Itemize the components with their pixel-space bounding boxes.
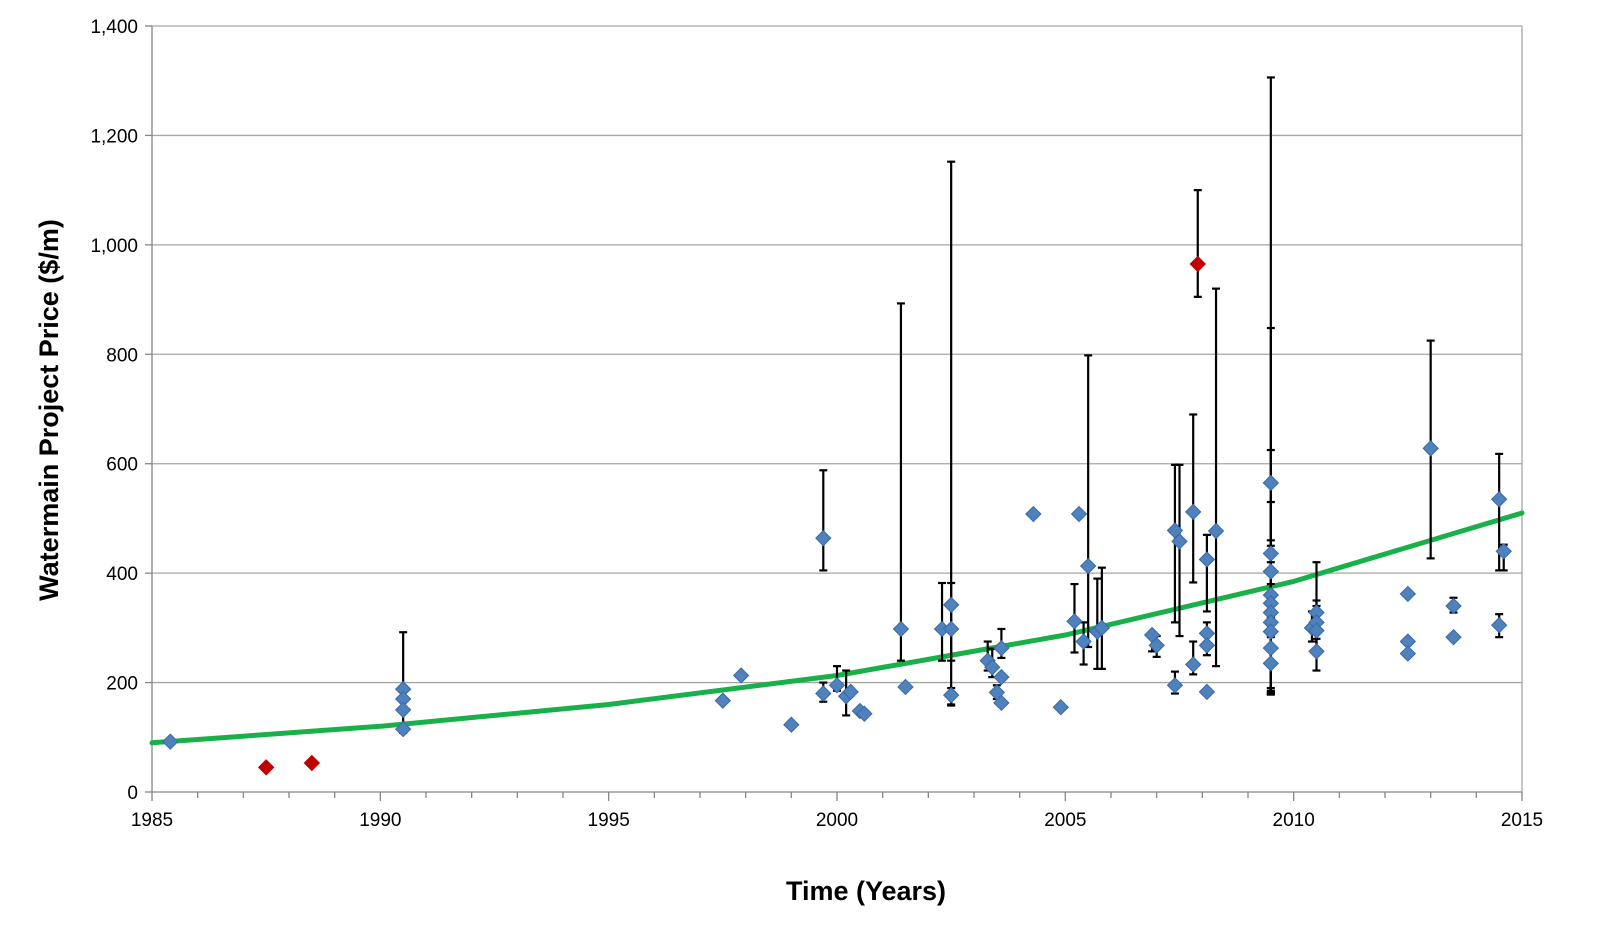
- y-tick-label: 0: [127, 783, 138, 804]
- data-point-blue: [162, 733, 179, 750]
- data-point-blue: [1198, 551, 1216, 568]
- x-tick-label: 1985: [131, 810, 173, 831]
- tick-labels: 0 200 400 600 800 1,000 1,200 1,400 1985 1990 1995…: [90, 17, 1543, 831]
- data-point-blue: [1490, 491, 1508, 508]
- data-point-red: [257, 759, 275, 776]
- data-point-blue: [1399, 585, 1417, 603]
- data-point-blue: [993, 694, 1010, 712]
- axes: [145, 25, 1523, 801]
- data-point-blue: [1490, 616, 1508, 634]
- data-point-blue: [1262, 623, 1280, 640]
- data-point-blue: [942, 620, 960, 638]
- y-tick-label: 1,000: [90, 236, 138, 257]
- y-tick-label: 1,400: [90, 17, 138, 38]
- data-point-blue: [984, 659, 1001, 676]
- data-point-blue: [1262, 563, 1280, 580]
- data-point-blue: [1262, 474, 1280, 492]
- data-point-blue: [1184, 656, 1202, 673]
- x-tick-label: 1995: [588, 810, 630, 831]
- data-point-blue: [993, 668, 1010, 686]
- data-point-blue: [1445, 628, 1462, 646]
- data-point-blue: [1066, 613, 1083, 630]
- data-point-blue: [1093, 619, 1111, 637]
- data-point-blue: [1025, 505, 1042, 523]
- y-tick-label: 1,200: [90, 126, 138, 147]
- data-point-blue: [815, 685, 832, 702]
- data-point-red: [1189, 255, 1206, 273]
- data-point-blue: [1171, 533, 1188, 550]
- data-point-blue: [1052, 698, 1069, 716]
- data-point-blue: [732, 667, 750, 684]
- data-point-blue: [1308, 643, 1325, 660]
- data-point-blue: [828, 677, 846, 694]
- x-tick-label: 2015: [1501, 810, 1543, 831]
- data-point-blue: [993, 639, 1010, 657]
- data-point-blue: [942, 596, 960, 614]
- data-point-blue: [1262, 545, 1280, 562]
- grid-lines: [152, 25, 1522, 684]
- data-point-red: [303, 754, 321, 772]
- data-point-blue: [1075, 633, 1092, 650]
- data-point-blue: [1262, 655, 1280, 672]
- data-point-blue: [1198, 683, 1216, 701]
- x-tick-label: 2000: [816, 810, 858, 831]
- y-tick-label: 200: [106, 674, 138, 695]
- data-point-blue: [1399, 645, 1417, 662]
- data-point-blue: [394, 701, 412, 719]
- data-point-blue: [1079, 557, 1097, 575]
- x-tick-label: 2005: [1044, 810, 1086, 831]
- data-point-blue: [842, 683, 859, 701]
- y-tick-label: 800: [106, 345, 138, 366]
- x-tick-label: 2010: [1273, 810, 1315, 831]
- data-point-blue: [1207, 522, 1225, 540]
- data-point-blue: [1308, 622, 1325, 639]
- x-axis-title: Time (Years): [786, 876, 946, 906]
- data-point-blue: [1445, 597, 1462, 615]
- data-point-blue: [783, 716, 800, 733]
- y-axis-title: Watermain Project Price ($/m): [34, 219, 64, 601]
- data-point-blue: [897, 678, 914, 696]
- data-point-blue: [1070, 505, 1088, 523]
- data-point-blue: [892, 620, 910, 638]
- data-point-blue: [815, 529, 832, 547]
- data-point-blue: [714, 692, 732, 709]
- y-tick-label: 600: [106, 455, 138, 476]
- data-points: [162, 255, 1512, 776]
- data-point-blue: [1422, 440, 1439, 457]
- data-point-blue: [1495, 543, 1512, 560]
- data-point-blue: [394, 720, 412, 738]
- x-tick-label: 1990: [359, 810, 401, 831]
- data-point-blue: [856, 705, 873, 722]
- data-point-blue: [1148, 637, 1165, 654]
- data-point-blue: [942, 686, 960, 704]
- data-point-blue: [1262, 639, 1280, 657]
- data-point-blue: [1198, 637, 1216, 654]
- data-point-blue: [1166, 677, 1184, 694]
- y-tick-label: 400: [106, 564, 138, 585]
- data-point-blue: [1184, 503, 1202, 521]
